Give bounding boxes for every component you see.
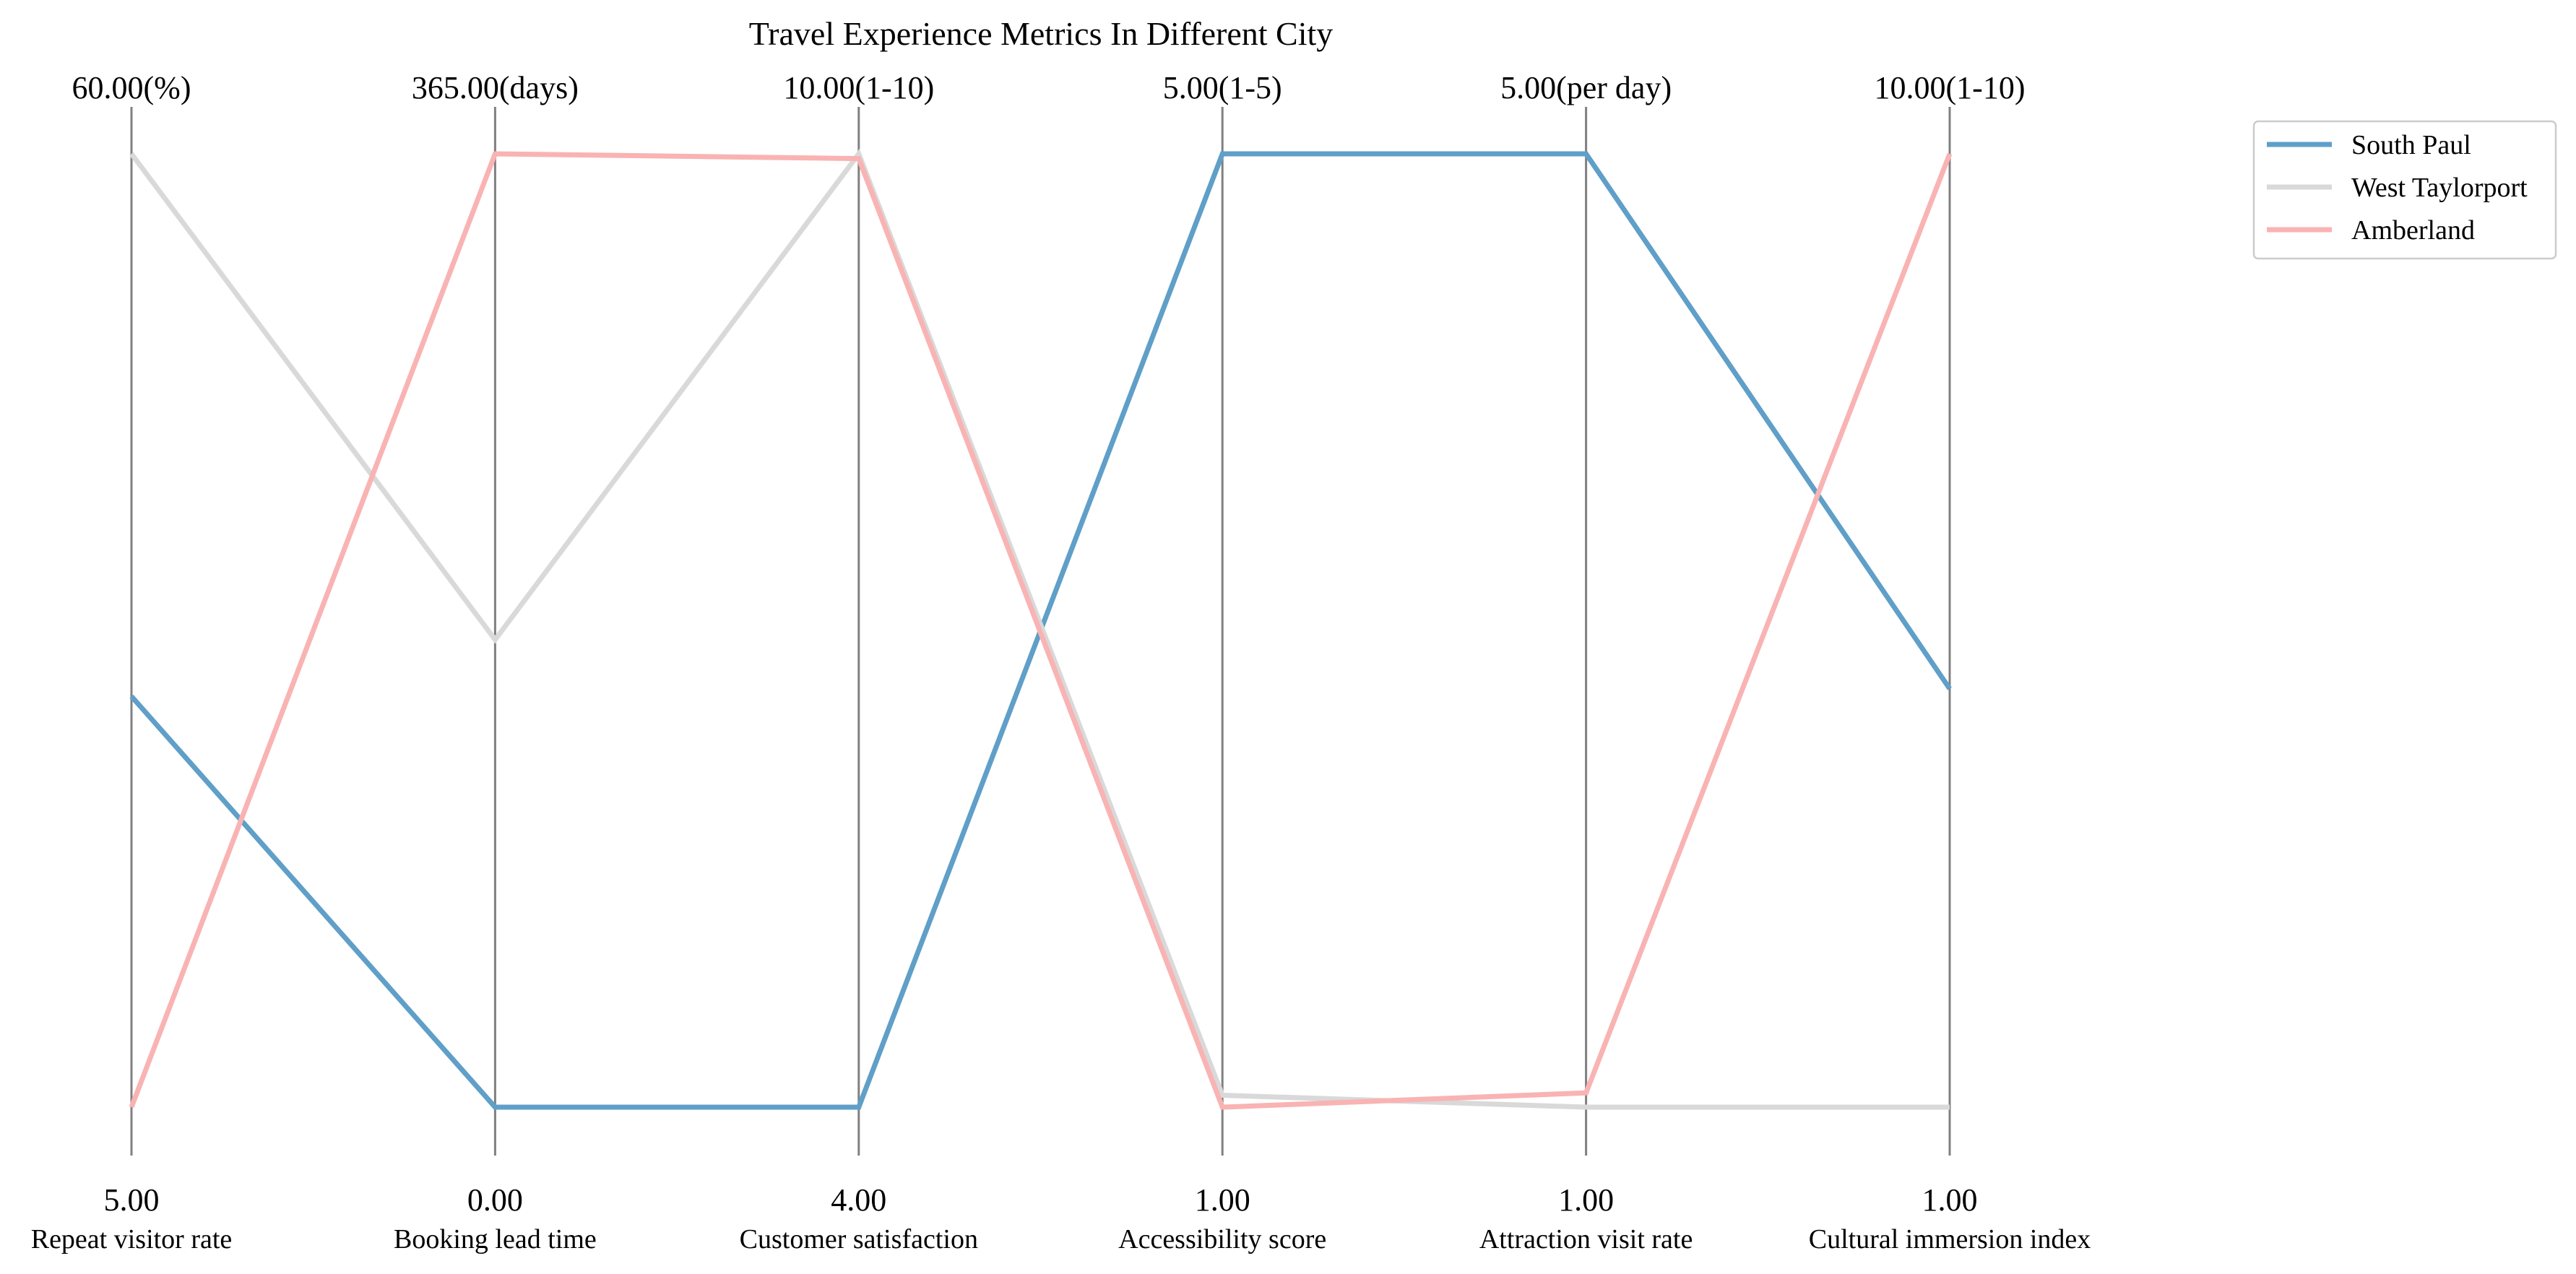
axis-max-label: 365.00(days) xyxy=(412,70,579,105)
axis-title: Repeat visitor rate xyxy=(31,1224,233,1254)
axis-max-label: 10.00(1-10) xyxy=(1875,70,2026,105)
axis-2: 365.00(days) 0.00 Booking lead time xyxy=(394,70,597,1254)
legend-frame xyxy=(2252,120,2557,260)
legend-label: South Paul xyxy=(2351,130,2471,160)
axis-1: 60.00(%) 5.00 Repeat visitor rate xyxy=(31,70,233,1254)
legend: South Paul West Taylorport Amberland xyxy=(2252,120,2557,260)
legend-label: West Taylorport xyxy=(2351,173,2528,203)
axis-min-label: 5.00 xyxy=(104,1182,160,1218)
axis-max-label: 10.00(1-10) xyxy=(783,70,934,105)
axis-max-label: 60.00(%) xyxy=(72,70,191,105)
chart-title: Travel Experience Metrics In Different C… xyxy=(749,15,1334,52)
axis-max-label: 5.00(per day) xyxy=(1500,70,1672,105)
axis-title: Attraction visit rate xyxy=(1479,1224,1693,1254)
axis-min-label: 1.00 xyxy=(1922,1182,1978,1218)
axis-min-label: 0.00 xyxy=(467,1182,523,1218)
series-layer xyxy=(129,148,1953,1110)
axis-title: Booking lead time xyxy=(394,1224,597,1254)
series-line-west-taylorport xyxy=(129,148,1950,1110)
axis-5: 5.00(per day) 1.00 Attraction visit rate xyxy=(1479,70,1693,1254)
axis-title: Cultural immersion index xyxy=(1809,1224,2091,1254)
axis-min-label: 4.00 xyxy=(831,1182,886,1218)
axis-min-label: 1.00 xyxy=(1195,1182,1250,1218)
axis-max-label: 5.00(1-5) xyxy=(1163,70,1282,105)
axis-6: 10.00(1-10) 1.00 Cultural immersion index xyxy=(1809,70,2091,1254)
series-line-amberland xyxy=(129,151,1953,1110)
axis-title: Customer satisfaction xyxy=(740,1224,978,1254)
axis-4: 5.00(1-5) 1.00 Accessibility score xyxy=(1118,70,1326,1254)
legend-label: Amberland xyxy=(2351,215,2475,246)
axis-title: Accessibility score xyxy=(1118,1224,1326,1254)
axis-min-label: 1.00 xyxy=(1558,1182,1614,1218)
axis-3: 10.00(1-10) 4.00 Customer satisfaction xyxy=(740,70,978,1254)
axes-layer: 60.00(%) 5.00 Repeat visitor rate 365.00(da… xyxy=(31,70,2091,1254)
